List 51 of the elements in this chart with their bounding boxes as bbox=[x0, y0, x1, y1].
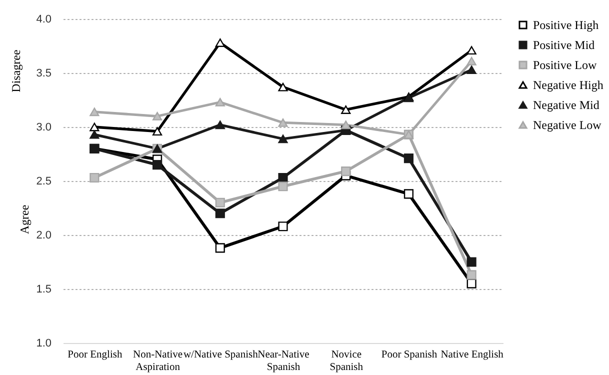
point bbox=[215, 243, 225, 253]
point bbox=[90, 172, 100, 183]
point bbox=[215, 38, 225, 47]
point bbox=[215, 120, 225, 130]
x-tick-label: Near-Native Spanish bbox=[258, 350, 310, 373]
point bbox=[278, 134, 288, 144]
y-tick-label: 2.5 bbox=[36, 176, 52, 188]
text: Disagree bbox=[9, 50, 23, 92]
point bbox=[341, 105, 351, 114]
point bbox=[341, 166, 351, 176]
point bbox=[215, 208, 225, 218]
point bbox=[152, 160, 162, 170]
legend-label: Negative High bbox=[533, 78, 604, 92]
x-tick-label: Poor English bbox=[68, 350, 123, 360]
point bbox=[278, 172, 288, 183]
x-tick-label: Novice Spanish bbox=[330, 350, 364, 373]
point bbox=[278, 182, 288, 192]
point bbox=[90, 122, 100, 132]
point bbox=[278, 82, 288, 92]
point bbox=[278, 222, 288, 232]
y-axis-title: Agree bbox=[18, 204, 32, 234]
y-tick-label: 1.0 bbox=[36, 338, 52, 350]
point bbox=[90, 108, 100, 116]
x-tick-label: Poor Spanish bbox=[381, 350, 438, 360]
y-tick-label: 3.0 bbox=[36, 122, 52, 134]
point bbox=[466, 278, 476, 288]
point bbox=[466, 56, 476, 66]
point bbox=[152, 127, 162, 136]
point bbox=[466, 66, 476, 74]
x-tick-label: Non-Native Aspiration bbox=[132, 350, 183, 373]
legend-label: Negative Low bbox=[533, 118, 602, 132]
point bbox=[152, 112, 162, 120]
point bbox=[466, 46, 476, 55]
x-tick-label: w/Native Spanish bbox=[183, 350, 259, 360]
y-tick-label: 1.5 bbox=[36, 284, 52, 296]
point bbox=[215, 98, 225, 106]
y-tick-label: 3.5 bbox=[36, 68, 52, 80]
legend-label: Positive Low bbox=[533, 58, 597, 72]
point bbox=[215, 198, 225, 208]
point bbox=[466, 257, 476, 267]
x-tick-label: Native English bbox=[440, 350, 504, 360]
legend-label: Negative Mid bbox=[533, 98, 600, 112]
point bbox=[404, 189, 414, 199]
y-tick-label: 2.0 bbox=[36, 230, 52, 242]
y-tick-label: 4.0 bbox=[36, 14, 52, 26]
point bbox=[404, 154, 414, 164]
point bbox=[278, 118, 288, 127]
legend-label: Positive High bbox=[533, 18, 599, 32]
legend-label: Positive Mid bbox=[533, 38, 595, 52]
point bbox=[90, 130, 100, 139]
point bbox=[466, 270, 476, 280]
